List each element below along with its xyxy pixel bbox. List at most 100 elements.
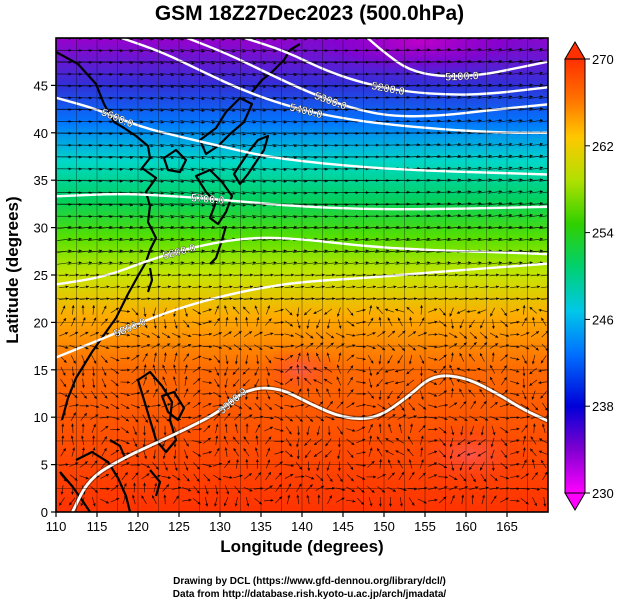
- wind-arrowhead: [243, 436, 247, 440]
- wind-arrowhead: [233, 448, 237, 452]
- wind-arrowhead: [211, 156, 215, 160]
- wind-arrowhead: [252, 61, 256, 65]
- wind-arrowhead: [433, 382, 438, 385]
- wind-arrowhead: [477, 310, 481, 314]
- wind-arrowhead: [488, 166, 492, 170]
- wind-arrowhead: [457, 453, 461, 457]
- wind-arrowhead: [232, 371, 236, 375]
- wind-arrowhead: [232, 261, 236, 265]
- wind-arrowhead: [370, 317, 374, 321]
- wind-arrowhead: [442, 312, 446, 316]
- wind-arrowhead: [469, 324, 473, 328]
- wind-vector: [538, 120, 548, 123]
- wind-arrowhead: [498, 59, 502, 63]
- wind-arrowhead: [338, 325, 342, 329]
- wind-arrowhead: [412, 347, 416, 351]
- wind-arrowhead: [222, 249, 226, 253]
- wind-arrowhead: [211, 180, 215, 184]
- wind-arrowhead: [323, 378, 328, 382]
- wind-arrowhead: [529, 178, 533, 182]
- wind-arrowhead: [378, 397, 382, 400]
- wind-arrowhead: [494, 477, 498, 481]
- wind-vector: [540, 298, 548, 300]
- wind-arrowhead: [345, 261, 349, 265]
- wind-arrowhead: [479, 353, 483, 357]
- wind-arrowhead: [99, 237, 103, 241]
- wind-arrowhead: [455, 285, 459, 289]
- wind-arrowhead: [326, 352, 330, 356]
- wind-arrowhead: [516, 439, 520, 443]
- wind-arrowhead: [191, 156, 195, 160]
- wind-arrowhead: [488, 142, 492, 146]
- wind-arrowhead: [216, 305, 219, 309]
- wind-arrowhead: [225, 361, 229, 365]
- wind-arrowhead: [337, 468, 341, 472]
- wind-arrowhead: [297, 432, 301, 436]
- wind-arrowhead: [534, 472, 538, 476]
- wind-arrowhead: [173, 313, 177, 317]
- wind-arrowhead: [397, 360, 401, 364]
- wind-arrowhead: [387, 395, 391, 400]
- wind-arrowhead: [68, 249, 72, 253]
- wind-arrowhead: [523, 396, 527, 400]
- wind-arrowhead: [385, 438, 389, 442]
- wind-arrowhead: [208, 332, 212, 336]
- wind-arrowhead: [154, 388, 158, 392]
- x-tick-label: 125: [168, 519, 190, 534]
- wind-arrowhead: [226, 396, 230, 400]
- wind-arrowhead: [127, 285, 131, 289]
- wind-arrowhead: [509, 190, 513, 194]
- wind-arrowhead: [447, 225, 451, 229]
- wind-arrowhead: [289, 454, 293, 458]
- wind-arrowhead: [166, 484, 170, 488]
- wind-arrowhead: [201, 237, 205, 241]
- wind-arrowhead: [150, 108, 154, 112]
- wind-arrowhead: [162, 443, 166, 447]
- wind-arrowhead: [184, 376, 188, 380]
- wind-arrowhead: [273, 61, 277, 65]
- wind-arrowhead: [144, 353, 148, 357]
- wind-arrowhead: [530, 436, 534, 440]
- wind-arrowhead: [208, 403, 212, 406]
- wind-arrowhead: [369, 373, 373, 377]
- wind-arrowhead: [461, 494, 465, 498]
- wind-arrowhead: [396, 225, 400, 229]
- wind-arrowhead: [480, 467, 483, 471]
- wind-arrowhead: [160, 61, 164, 65]
- wind-arrowhead: [478, 47, 482, 52]
- wind-arrowhead: [339, 431, 343, 435]
- wind-arrowhead: [289, 418, 293, 422]
- wind-arrowhead: [154, 482, 158, 487]
- wind-arrowhead: [232, 249, 236, 253]
- wind-arrowhead: [196, 466, 200, 470]
- wind-arrowhead: [106, 346, 110, 350]
- wind-arrowhead: [252, 85, 256, 89]
- wind-arrowhead: [550, 143, 553, 146]
- wind-arrowhead: [191, 180, 195, 184]
- wind-arrowhead: [191, 225, 195, 229]
- wind-arrowhead: [309, 484, 313, 488]
- wind-arrowhead: [99, 225, 103, 229]
- wind-arrowhead: [498, 178, 502, 182]
- wind-arrowhead: [143, 313, 147, 317]
- wind-arrowhead: [174, 467, 178, 471]
- wind-arrowhead: [93, 395, 97, 399]
- wind-arrowhead: [109, 261, 113, 265]
- wind-arrowhead: [85, 476, 89, 480]
- wind-arrowhead: [345, 225, 349, 229]
- wind-arrowhead: [222, 132, 226, 136]
- wind-arrowhead: [351, 489, 355, 492]
- wind-arrowhead: [516, 332, 520, 337]
- wind-arrowhead: [385, 450, 389, 453]
- wind-arrowhead: [232, 156, 236, 160]
- wind-arrowhead: [267, 447, 271, 451]
- wind-arrowhead: [160, 96, 164, 101]
- wind-arrowhead: [124, 472, 128, 476]
- wind-arrowhead: [373, 285, 377, 289]
- wind-arrowhead: [63, 359, 67, 363]
- wind-arrowhead: [336, 313, 340, 317]
- wind-arrowhead: [185, 467, 189, 471]
- wind-arrowhead: [493, 495, 497, 499]
- wind-arrowhead: [170, 156, 174, 160]
- wind-arrowhead: [232, 120, 236, 124]
